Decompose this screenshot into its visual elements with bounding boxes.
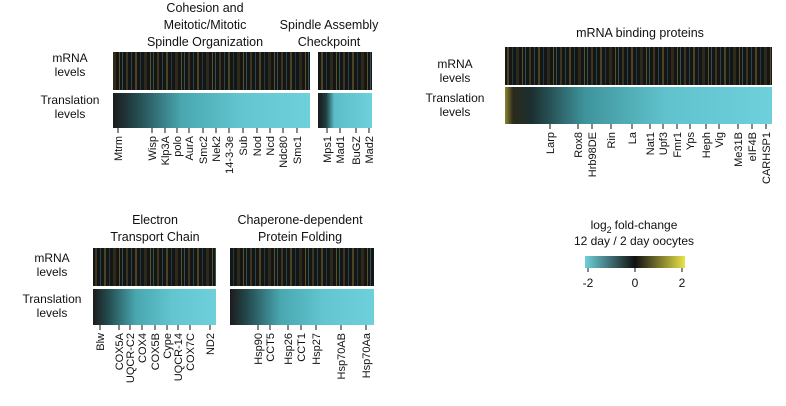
gene-label: Heph [701, 132, 713, 158]
gene-label: Hsp70Aa [361, 332, 373, 378]
gene-label: 14-3-3e [224, 136, 236, 174]
row-label: Translation [41, 93, 100, 107]
gene-label: Vig [714, 132, 726, 148]
row-label: levels [440, 71, 471, 85]
gene-label: AurA [184, 135, 196, 160]
row-label: levels [55, 65, 86, 79]
heatmap-mrna [93, 248, 216, 286]
row-label: levels [55, 107, 86, 121]
panel-title: Transport Chain [110, 230, 199, 244]
gene-label: Nek2 [211, 136, 223, 162]
gene-label: Mps1 [322, 136, 334, 163]
gene-label: Me31B [733, 132, 745, 167]
panel-title: Checkpoint [298, 35, 361, 49]
panel-title: Chaperone-dependent [237, 213, 363, 227]
gene-label: Rox8 [573, 132, 585, 158]
gene-label: Hsp26 [283, 333, 295, 365]
panel-title: Meitotic/Mitotic [164, 18, 247, 32]
gene-label: Ndc80 [278, 136, 290, 168]
gene-label: UQCR-14 [173, 333, 185, 381]
row-label: levels [37, 265, 68, 279]
heatmap-translation [318, 93, 372, 128]
gene-label: CARHSP1 [761, 132, 773, 184]
gene-label: Rin [606, 132, 618, 149]
row-label: Translation [23, 292, 82, 306]
gene-label: Hsp70AB [336, 333, 348, 379]
panel-title: Electron [132, 213, 178, 227]
gene-label: Nat1 [645, 132, 657, 155]
row-label: mRNA [52, 51, 87, 65]
panel-title: mRNA binding proteins [576, 26, 704, 40]
gene-label: Mad1 [335, 136, 347, 164]
row-label: mRNA [437, 57, 472, 71]
heatmap-mrna [505, 47, 772, 85]
heatmap-translation [93, 289, 216, 325]
gene-label: Nod [252, 136, 264, 156]
gene-label: Hsp90 [253, 333, 265, 365]
gene-label: ND2 [205, 333, 217, 355]
colorbar-subtitle: 12 day / 2 day oocytes [574, 234, 694, 248]
gene-label: COX7C [185, 333, 197, 371]
gene-label: Upf3 [658, 132, 670, 155]
colorbar-tick-label: 0 [632, 276, 639, 290]
gene-label: Blw [95, 333, 107, 351]
gene-label: Sub [238, 136, 250, 156]
panel-title: Spindle Organization [147, 35, 263, 49]
gene-label: CCT5 [265, 333, 277, 362]
row-label: levels [440, 105, 471, 119]
gene-label: Mtrm [113, 136, 125, 161]
panel-title: Cohesion and [166, 1, 243, 15]
gene-label: Hrb98DE [587, 132, 599, 177]
gene-label: Smc2 [198, 136, 210, 164]
gene-label: COX5B [150, 333, 162, 370]
row-label: levels [37, 306, 68, 320]
gene-label: Mad2 [364, 136, 376, 164]
row-label: Translation [426, 91, 485, 105]
heatmap-mrna [113, 52, 310, 90]
colorbar-title: log2 fold-change [591, 218, 678, 235]
heatmap-mrna [318, 52, 372, 90]
gene-label: CCT1 [296, 333, 308, 362]
panel-title: Spindle Assembly [280, 18, 379, 32]
heatmap-translation [230, 289, 374, 325]
colorbar [585, 256, 685, 268]
gene-label: Ncd [265, 136, 277, 156]
heatmaps [93, 47, 772, 325]
row-label: mRNA [34, 251, 69, 265]
gene-label: COX4 [137, 333, 149, 363]
gene-label: La [627, 131, 639, 144]
gene-label: Klp3A [160, 135, 172, 165]
gene-label: Hsp27 [311, 333, 323, 365]
gene-label: BuGZ [351, 136, 363, 165]
colorbar-tick-label: -2 [583, 276, 594, 290]
gene-label: COX5A [114, 332, 126, 370]
colorbar-tick-label: 2 [679, 276, 686, 290]
gene-label: Yps [685, 132, 697, 151]
gene-label: Larp [545, 132, 557, 154]
gene-label: Smc1 [292, 136, 304, 164]
gene-label: eIF4B [747, 132, 759, 161]
panel-title: Protein Folding [258, 230, 342, 244]
heatmap-translation [505, 87, 772, 124]
gene-label: Wisp [147, 136, 159, 160]
gene-label: Cype [162, 333, 174, 359]
gene-label: UQCR-C2 [125, 333, 137, 383]
gene-label: polo [172, 136, 184, 157]
heatmap-translation [113, 93, 310, 128]
heatmap-mrna [230, 248, 374, 286]
gene-label: Fmr1 [672, 132, 684, 158]
